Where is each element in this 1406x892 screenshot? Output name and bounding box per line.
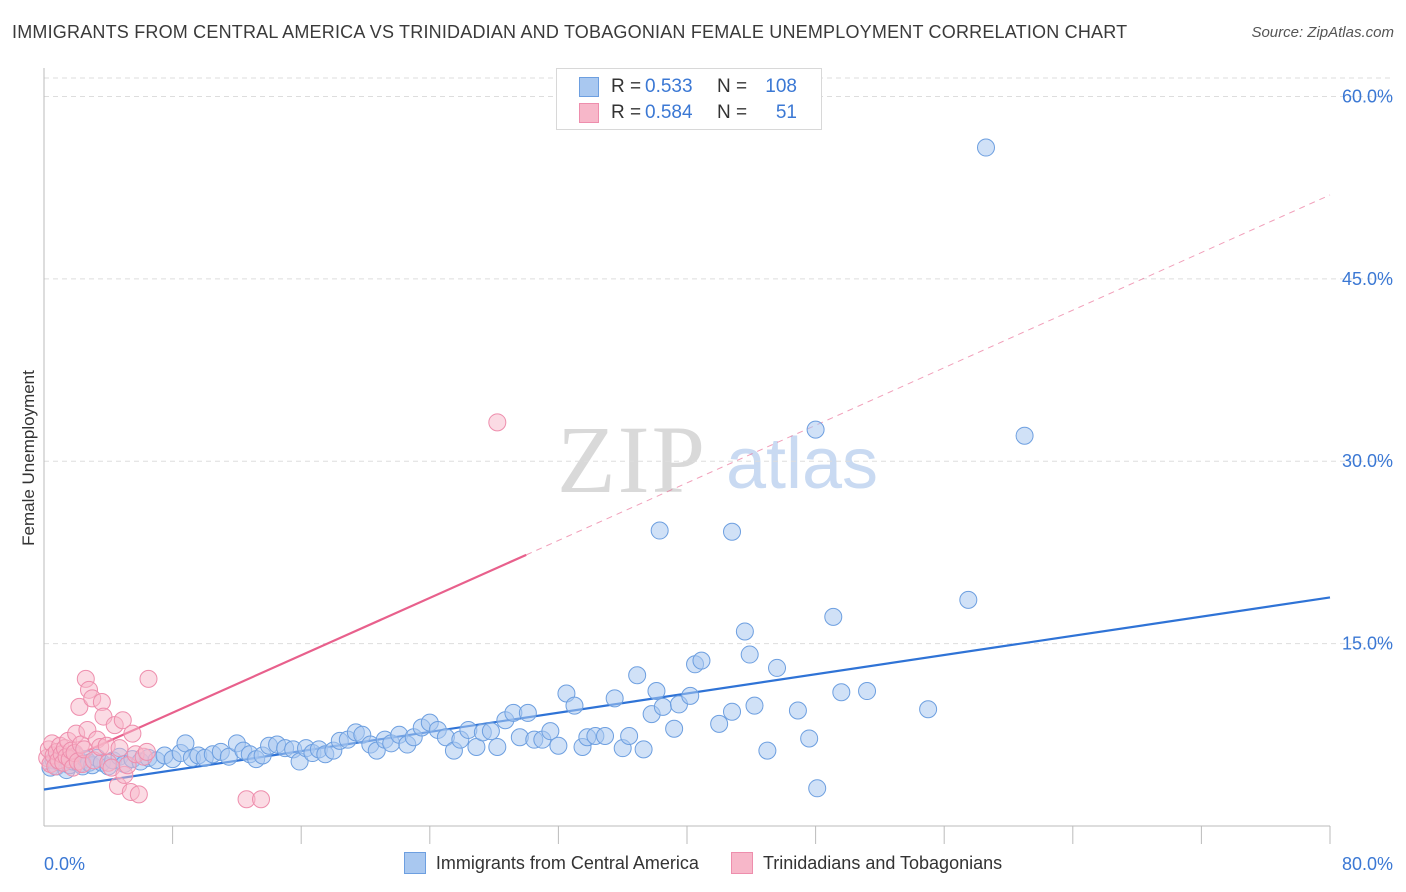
point-central-america bbox=[549, 736, 568, 755]
point-central-america bbox=[634, 740, 653, 759]
point-trinidad bbox=[70, 697, 89, 716]
chart-title: IMMIGRANTS FROM CENTRAL AMERICA VS TRINI… bbox=[12, 22, 1128, 42]
point-central-america bbox=[788, 701, 807, 720]
point-central-america bbox=[745, 696, 764, 715]
watermark-zip: ZIP bbox=[557, 406, 707, 513]
point-central-america bbox=[620, 727, 639, 746]
source-label: Source: ZipAtlas.com bbox=[1251, 24, 1394, 41]
r-value: 0.533 bbox=[645, 76, 693, 97]
point-central-america bbox=[653, 697, 672, 716]
legend-row-central-america: R = 0.533 N = 108 bbox=[579, 75, 797, 99]
y-tick-label: 15.0% bbox=[1342, 634, 1393, 654]
point-central-america bbox=[647, 682, 666, 701]
point-central-america bbox=[488, 737, 507, 756]
point-central-america bbox=[808, 779, 827, 798]
point-trinidad bbox=[113, 711, 132, 730]
point-trinidad bbox=[139, 669, 158, 688]
trend-line-trinidad-extension bbox=[526, 194, 1331, 556]
r-label: R = bbox=[611, 76, 642, 97]
n-label: N = bbox=[717, 76, 748, 97]
point-central-america bbox=[832, 683, 851, 702]
y-tick-label: 45.0% bbox=[1342, 269, 1393, 289]
point-central-america bbox=[596, 727, 615, 746]
point-trinidad bbox=[129, 785, 148, 804]
point-trinidad bbox=[252, 790, 271, 809]
legend-swatch-blue bbox=[403, 852, 426, 874]
r-value: 0.584 bbox=[645, 102, 693, 123]
point-central-america bbox=[605, 689, 624, 708]
legend-item-central-america: Immigrants from Central America bbox=[403, 852, 699, 874]
series-central-america-points bbox=[41, 138, 1034, 798]
n-value: 51 bbox=[775, 102, 797, 123]
x-tick-label: 0.0% bbox=[44, 854, 85, 874]
point-central-america bbox=[692, 651, 711, 670]
point-central-america bbox=[758, 741, 777, 760]
x-tick-label: 80.0% bbox=[1342, 854, 1393, 874]
point-central-america bbox=[518, 703, 537, 722]
legend-swatch-pink bbox=[730, 852, 753, 874]
y-tick-label: 30.0% bbox=[1342, 451, 1393, 471]
point-trinidad bbox=[488, 413, 507, 432]
point-central-america bbox=[735, 622, 754, 641]
legend-swatch-pink bbox=[579, 103, 599, 123]
legend-label-central-america: Immigrants from Central America bbox=[435, 852, 699, 873]
point-central-america bbox=[806, 420, 825, 439]
point-trinidad bbox=[123, 724, 142, 743]
point-trinidad bbox=[137, 742, 156, 761]
point-central-america bbox=[565, 696, 584, 715]
point-trinidad bbox=[110, 739, 129, 758]
point-central-america bbox=[768, 658, 787, 677]
point-central-america bbox=[650, 521, 669, 540]
point-central-america bbox=[824, 607, 843, 626]
point-central-america bbox=[858, 682, 877, 701]
point-central-america bbox=[541, 722, 560, 741]
legend-label-trinidad: Trinidadians and Tobagonians bbox=[762, 852, 1003, 873]
tick-labels: 15.0% 30.0% 45.0% 60.0% 0.0% 80.0% bbox=[44, 86, 1393, 874]
legend-swatch-blue bbox=[579, 77, 599, 97]
correlation-legend: R = 0.533 N = 108 R = 0.584 N = 51 bbox=[556, 68, 822, 130]
point-central-america bbox=[681, 686, 700, 705]
legend-row-trinidad: R = 0.584 N = 51 bbox=[579, 101, 797, 125]
y-tick-label: 60.0% bbox=[1342, 86, 1393, 106]
n-value: 108 bbox=[765, 76, 797, 97]
n-label: N = bbox=[717, 102, 748, 123]
point-central-america bbox=[1015, 426, 1034, 445]
point-central-america bbox=[723, 522, 742, 541]
point-central-america bbox=[740, 645, 759, 664]
series-legend: Immigrants from Central America Trinidad… bbox=[0, 852, 1406, 874]
point-central-america bbox=[919, 700, 938, 719]
point-central-america bbox=[959, 590, 978, 609]
point-central-america bbox=[481, 722, 500, 741]
gridlines bbox=[44, 77, 1394, 645]
y-axis-label: Female Unemployment bbox=[19, 370, 38, 546]
point-central-america bbox=[665, 719, 684, 738]
point-central-america bbox=[628, 666, 647, 685]
point-central-america bbox=[710, 714, 729, 733]
point-central-america bbox=[800, 729, 819, 748]
watermark-atlas: atlas bbox=[726, 424, 878, 504]
legend-item-trinidad: Trinidadians and Tobagonians bbox=[730, 852, 1003, 874]
series-trinidad-points bbox=[38, 413, 507, 809]
point-central-america bbox=[976, 138, 995, 157]
axes bbox=[43, 68, 1331, 844]
r-label: R = bbox=[611, 102, 642, 123]
point-central-america bbox=[723, 702, 742, 721]
